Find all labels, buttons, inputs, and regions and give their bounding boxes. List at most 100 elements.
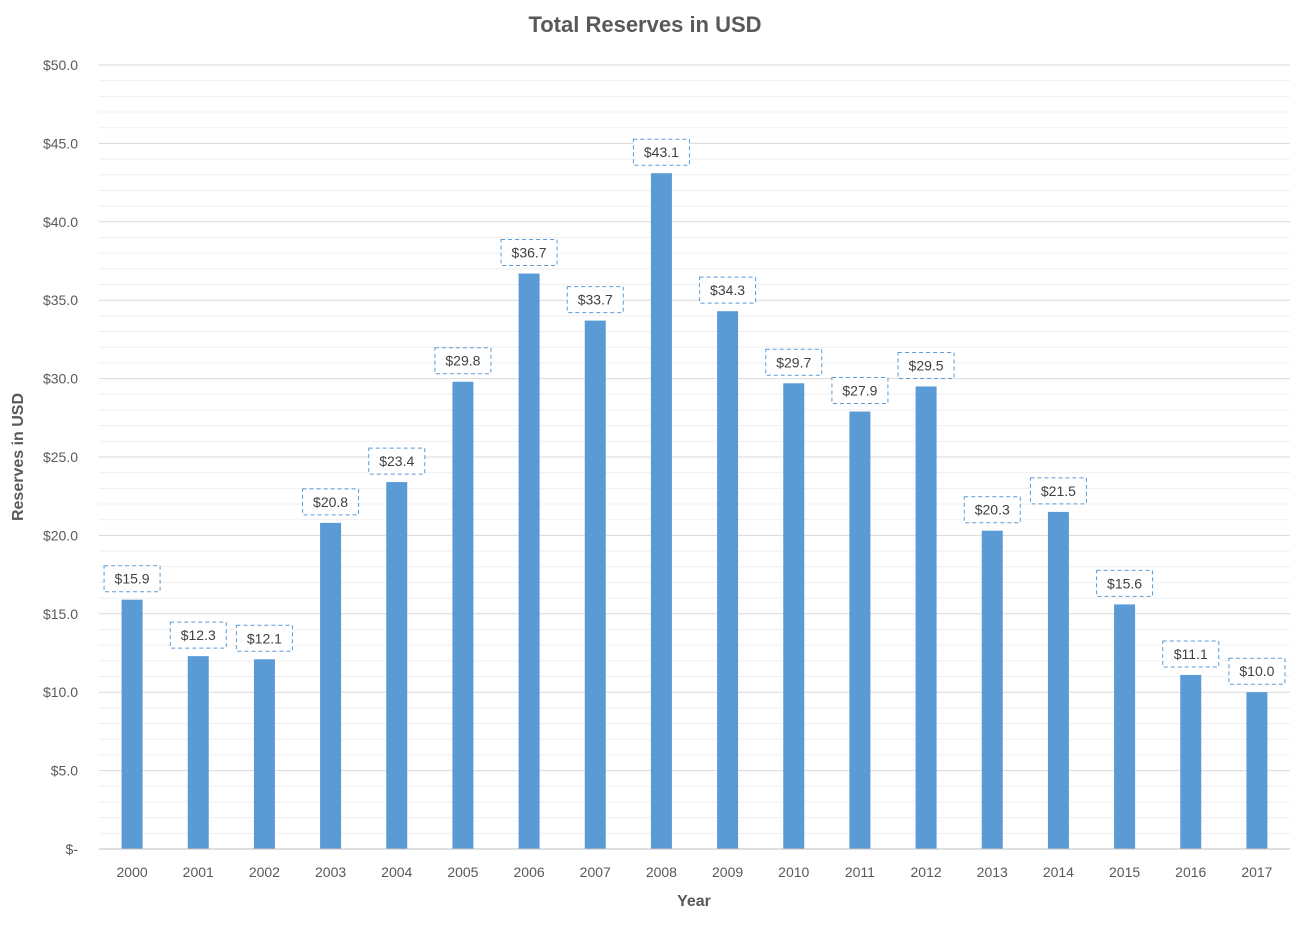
data-label: $34.3 — [699, 276, 757, 304]
bar — [187, 656, 209, 849]
bar — [386, 482, 408, 849]
y-tick-label: $35.0 — [43, 292, 78, 308]
x-tick-label: 2006 — [514, 864, 545, 880]
bar — [1047, 511, 1069, 849]
bar — [518, 273, 540, 849]
y-axis-title: Reserves in USD — [10, 393, 27, 521]
data-label-box — [897, 351, 955, 379]
bar — [452, 381, 474, 849]
data-label-text: $34.3 — [710, 282, 745, 298]
data-label: $15.9 — [103, 565, 161, 593]
data-label: $36.7 — [500, 239, 558, 267]
data-label-box — [235, 624, 293, 652]
data-label-box — [368, 447, 426, 475]
y-tick-label: $50.0 — [43, 57, 78, 73]
data-label: $12.1 — [235, 624, 293, 652]
data-label-text: $43.1 — [644, 144, 679, 160]
data-label-box — [169, 621, 227, 649]
bar — [915, 386, 937, 849]
bar — [1180, 674, 1202, 849]
bar — [650, 173, 672, 849]
grid-lines — [99, 64, 1290, 850]
y-tick-label: $30.0 — [43, 371, 78, 387]
x-axis-ticks: 2000 2001 2002 2003 2004 2005 2006 2007 2008 2009… — [117, 864, 1273, 880]
x-tick-label: 2002 — [249, 864, 280, 880]
data-label: $15.6 — [1096, 569, 1154, 597]
bar — [849, 411, 871, 849]
data-label-box — [963, 496, 1021, 524]
y-tick-label: $15.0 — [43, 606, 78, 622]
y-axis-ticks: $- $5.0 $10.0 $15.0 $20.0 $25.0 $30.0 $35.0 $40.… — [43, 57, 78, 857]
data-label-box — [500, 239, 558, 267]
x-tick-label: 2010 — [778, 864, 809, 880]
x-tick-label: 2001 — [183, 864, 214, 880]
bar — [1246, 692, 1268, 849]
x-tick-label: 2014 — [1043, 864, 1074, 880]
x-tick-label: 2009 — [712, 864, 743, 880]
chart-title: Total Reserves in USD — [528, 12, 761, 37]
x-tick-label: 2003 — [315, 864, 346, 880]
data-label-box — [434, 347, 492, 375]
data-label: $29.8 — [434, 347, 492, 375]
data-label-box — [1029, 477, 1087, 505]
data-label-text: $33.7 — [578, 292, 613, 308]
y-tick-label: $- — [66, 841, 79, 857]
x-tick-label: 2011 — [845, 864, 875, 880]
data-label-box — [1228, 657, 1286, 685]
data-label-box — [632, 138, 690, 166]
data-label-box — [302, 488, 360, 516]
data-label-text: $36.7 — [512, 245, 547, 261]
data-label-text: $11.1 — [1174, 646, 1208, 662]
y-tick-label: $20.0 — [43, 527, 78, 543]
x-tick-label: 2013 — [977, 864, 1008, 880]
data-label-box — [1162, 640, 1220, 668]
data-label-text: $20.3 — [975, 502, 1010, 518]
bars — [121, 173, 1268, 850]
x-tick-label: 2000 — [117, 864, 148, 880]
data-label-text: $27.9 — [842, 383, 877, 399]
data-label-text: $29.7 — [776, 354, 811, 370]
x-tick-label: 2008 — [646, 864, 677, 880]
x-axis-title: Year — [677, 893, 711, 910]
data-label-box — [831, 377, 889, 405]
data-label: $21.5 — [1029, 477, 1087, 505]
x-tick-label: 2004 — [381, 864, 412, 880]
data-label-text: $10.0 — [1239, 663, 1274, 679]
x-tick-label: 2012 — [911, 864, 942, 880]
data-label-text: $12.3 — [181, 627, 216, 643]
bar — [121, 599, 143, 849]
data-label: $20.3 — [963, 496, 1021, 524]
bar — [320, 522, 342, 849]
data-label: $20.8 — [302, 488, 360, 516]
data-label-box — [566, 286, 624, 314]
data-label: $10.0 — [1228, 657, 1286, 685]
data-label-box — [1096, 569, 1154, 597]
data-label: $11.1 — [1162, 640, 1220, 668]
data-label: $27.9 — [831, 377, 889, 405]
x-tick-label: 2016 — [1175, 864, 1206, 880]
y-tick-label: $45.0 — [43, 135, 78, 151]
data-label-box — [103, 565, 161, 593]
data-label-text: $15.9 — [115, 571, 150, 587]
x-tick-label: 2017 — [1241, 864, 1272, 880]
y-tick-label: $40.0 — [43, 214, 78, 230]
bar — [717, 311, 739, 849]
data-label: $12.3 — [169, 621, 227, 649]
x-tick-label: 2015 — [1109, 864, 1140, 880]
y-tick-label: $25.0 — [43, 449, 78, 465]
bar — [253, 659, 275, 849]
data-label-text: $29.8 — [445, 353, 480, 369]
data-label-text: $15.6 — [1107, 575, 1142, 591]
data-label-text: $29.5 — [909, 357, 944, 373]
data-label: $29.7 — [765, 348, 823, 376]
data-label: $43.1 — [632, 138, 690, 166]
data-label-text: $20.8 — [313, 494, 348, 510]
data-label-box — [765, 348, 823, 376]
data-labels: $15.9 $12.3 $12.1 $20.8 $23.4 $29.8 $36.7 $33.7… — [103, 138, 1286, 685]
bar — [584, 320, 606, 850]
data-label-text: $21.5 — [1041, 483, 1076, 499]
x-tick-label: 2005 — [447, 864, 478, 880]
x-tick-label: 2007 — [580, 864, 611, 880]
